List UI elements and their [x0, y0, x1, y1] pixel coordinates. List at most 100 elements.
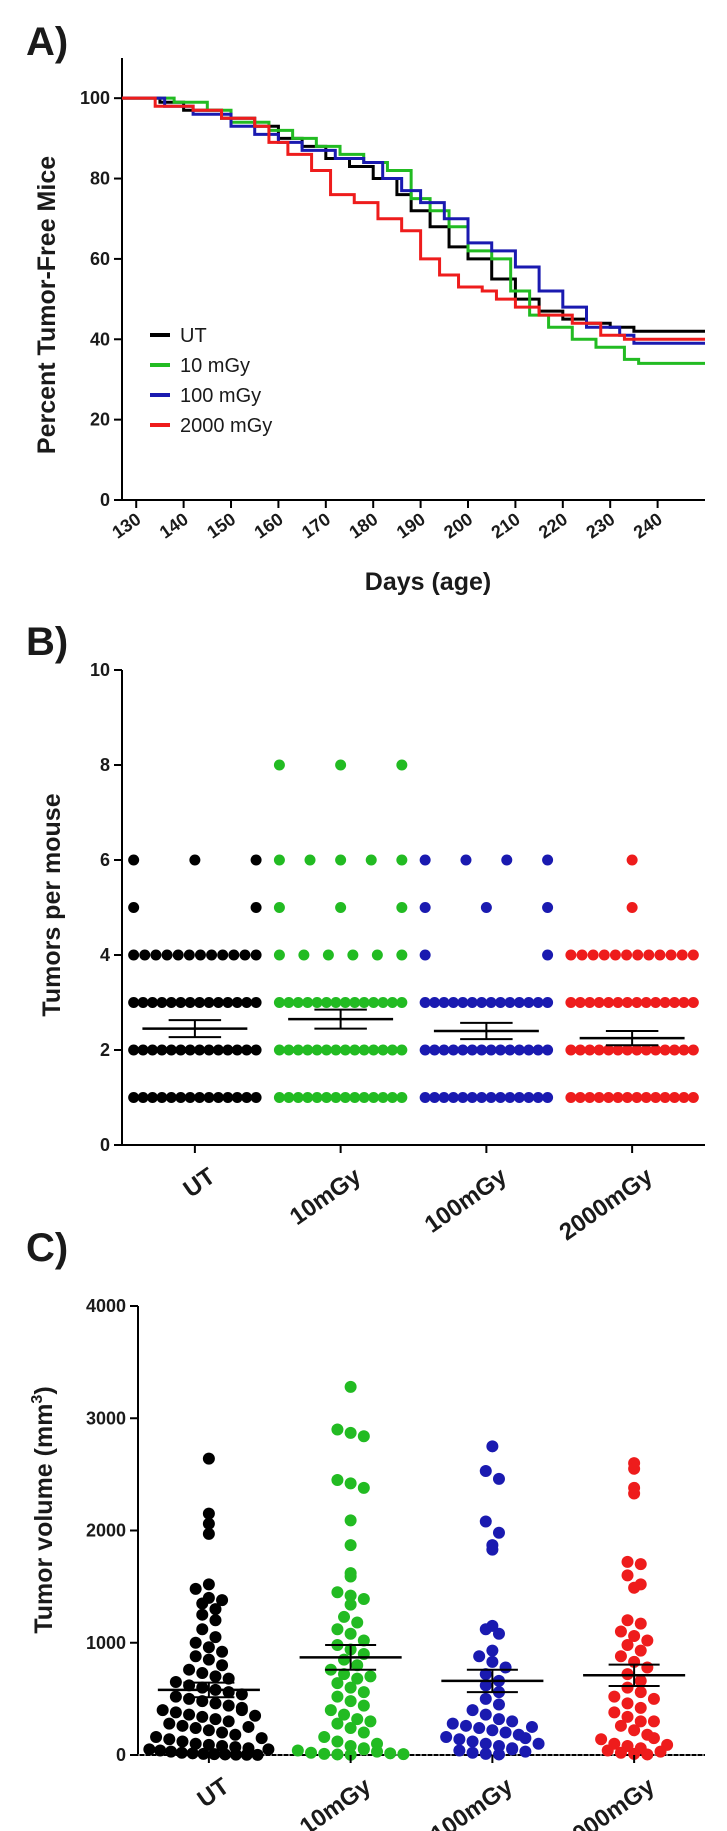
tumor-volume-point-10mgy	[331, 1473, 344, 1486]
tumor-count-point-ut	[203, 997, 215, 1008]
tumor-count-point-10mgy	[396, 854, 408, 866]
survival-x-tick-label: 240	[630, 509, 666, 543]
tumor-count-point-ut	[184, 997, 196, 1008]
survival-chart-plot-area: 0 20 40 60 80 100 130 140 150 160 170 180 190 200 210 2…	[80, 58, 705, 543]
tumor-volume-point-10mgy	[357, 1592, 370, 1605]
tumor-volume-point-ut	[189, 1582, 202, 1595]
tumor-volume-point-100mgy	[479, 1515, 492, 1528]
tumor-volume-point-2000mgy	[608, 1706, 621, 1719]
tumor-volume-point-10mgy	[331, 1748, 344, 1761]
tumor-count-point-2000mgy	[631, 997, 643, 1008]
tumor-count-point-10mgy	[339, 1044, 351, 1056]
tumor-count-point-100mgy	[485, 997, 497, 1008]
tumor-count-point-2000mgy	[626, 854, 638, 866]
tumor-count-point-100mgy	[419, 1092, 431, 1103]
survival-x-tick-label: 140	[156, 509, 192, 543]
tumor-volume-point-100mgy	[479, 1747, 492, 1760]
tumor-count-point-ut	[156, 997, 168, 1008]
tumor-count-x-tick-label: 100mGy	[420, 1162, 513, 1238]
tumor-volume-point-10mgy	[331, 1690, 344, 1703]
tumor-volume-point-ut	[163, 1717, 176, 1730]
tumor-count-point-ut	[241, 1044, 253, 1056]
tumor-count-point-10mgy	[273, 1044, 285, 1056]
tumor-volume-point-10mgy	[338, 1653, 351, 1666]
tumor-volume-point-ut	[196, 1608, 209, 1621]
tumor-count-point-2000mgy	[687, 949, 699, 961]
tumor-count-point-2000mgy	[650, 1092, 662, 1103]
tumor-count-point-ut	[239, 949, 251, 961]
tumor-volume-point-2000mgy	[608, 1690, 621, 1703]
tumor-count-point-10mgy	[396, 997, 408, 1008]
tumor-volume-point-ut	[196, 1667, 209, 1680]
tumor-volume-point-ut	[183, 1663, 196, 1676]
tumor-count-point-ut	[222, 1044, 234, 1056]
tumor-count-y-tick-label: 10	[90, 660, 110, 680]
tumor-volume-point-100mgy	[473, 1650, 486, 1663]
tumor-count-point-100mgy	[466, 1092, 478, 1103]
tumor-count-point-10mgy	[339, 997, 351, 1008]
tumor-volume-point-100mgy	[459, 1719, 472, 1732]
tumor-count-point-ut	[165, 1092, 177, 1103]
tumor-count-point-100mgy	[485, 1092, 497, 1103]
tumor-count-point-ut	[137, 1092, 149, 1103]
tumor-count-point-10mgy	[335, 854, 347, 866]
tumor-volume-point-100mgy	[492, 1627, 505, 1640]
tumor-count-point-2000mgy	[603, 1044, 615, 1056]
tumor-count-point-ut	[128, 854, 140, 866]
tumor-count-point-10mgy	[302, 1092, 314, 1103]
tumor-volume-point-2000mgy	[641, 1634, 654, 1647]
tumor-volume-point-ut	[249, 1709, 262, 1722]
tumor-volume-point-100mgy	[492, 1698, 505, 1711]
tumor-count-point-10mgy	[335, 902, 347, 913]
tumor-count-point-ut	[231, 1044, 243, 1056]
tumor-volume-point-100mgy	[492, 1748, 505, 1761]
tumor-volume-point-2000mgy	[628, 1487, 641, 1500]
tumor-volume-point-ut	[209, 1614, 222, 1627]
tumor-volume-point-ut	[209, 1713, 222, 1726]
tumor-count-point-100mgy	[457, 1092, 469, 1103]
tumor-volume-point-2000mgy	[641, 1661, 654, 1674]
tumor-volume-y-tick-label: 0	[116, 1745, 126, 1765]
tumor-volume-point-ut	[235, 1704, 248, 1717]
tumor-count-point-2000mgy	[565, 997, 577, 1008]
survival-legend-label: 100 mGy	[180, 385, 261, 407]
tumor-volume-point-ut	[143, 1743, 156, 1756]
tumor-count-point-2000mgy	[626, 902, 638, 913]
tumor-count-point-ut	[222, 997, 234, 1008]
tumor-count-point-ut	[241, 997, 253, 1008]
tumor-count-point-100mgy	[457, 997, 469, 1008]
tumor-count-point-10mgy	[377, 997, 389, 1008]
tumor-volume-point-2000mgy	[614, 1746, 627, 1759]
survival-x-tick-label: 220	[535, 509, 571, 543]
tumor-count-point-10mgy	[273, 997, 285, 1008]
tumor-count-point-10mgy	[311, 997, 323, 1008]
tumor-count-point-10mgy	[298, 949, 310, 961]
tumor-count-point-100mgy	[532, 1092, 544, 1103]
tumor-volume-point-10mgy	[351, 1659, 364, 1672]
tumor-volume-point-ut	[189, 1650, 202, 1663]
tumor-volume-point-10mgy	[344, 1514, 357, 1527]
tumor-count-point-2000mgy	[593, 1044, 605, 1056]
tumor-count-point-2000mgy	[687, 997, 699, 1008]
tumor-count-point-100mgy	[460, 854, 472, 866]
tumor-volume-point-ut	[222, 1699, 235, 1712]
survival-x-tick-label: 160	[251, 509, 287, 543]
tumor-count-point-ut	[175, 997, 187, 1008]
tumor-volume-point-10mgy	[344, 1722, 357, 1735]
tumor-count-point-100mgy	[438, 1092, 450, 1103]
tumor-volume-y-title-suffix: )	[30, 1386, 58, 1394]
tumor-count-point-100mgy	[429, 1044, 441, 1056]
tumor-volume-point-2000mgy	[634, 1617, 647, 1630]
survival-x-tick-label: 230	[582, 509, 618, 543]
tumor-count-point-ut	[175, 1092, 187, 1103]
tumor-volume-point-2000mgy	[628, 1747, 641, 1760]
tumor-count-point-100mgy	[447, 997, 459, 1008]
tumor-volume-point-ut	[216, 1645, 229, 1658]
tumor-count-point-100mgy	[542, 854, 554, 866]
tumor-count-point-10mgy	[311, 1044, 323, 1056]
tumor-volume-point-2000mgy	[614, 1719, 627, 1732]
tumor-count-point-100mgy	[504, 997, 516, 1008]
tumor-count-point-10mgy	[368, 997, 380, 1008]
tumor-volume-point-10mgy	[331, 1586, 344, 1599]
